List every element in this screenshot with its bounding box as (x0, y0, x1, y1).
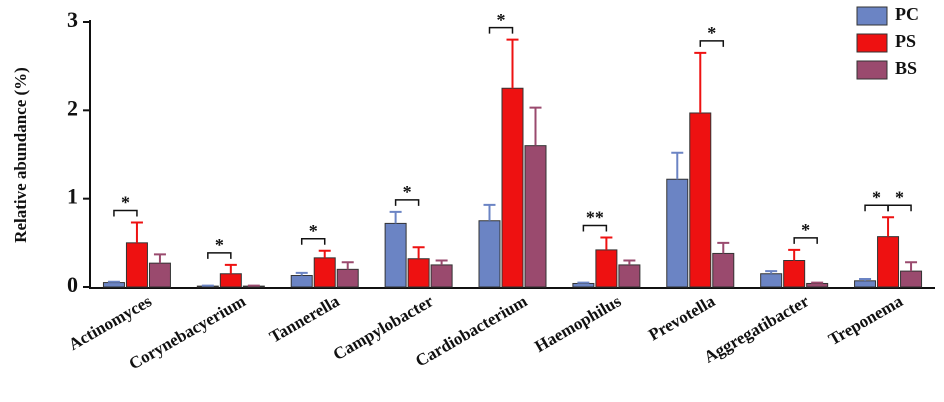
significance-bracket (699, 40, 725, 47)
bar (407, 258, 430, 288)
significance-label: * (872, 187, 881, 207)
significance-bracket (207, 252, 232, 259)
error-bar (506, 38, 519, 89)
bar (666, 178, 689, 288)
significance-label: * (121, 193, 130, 213)
significance-label: * (215, 235, 224, 255)
bar (125, 242, 148, 288)
x-tick-label: Actinomyces (65, 291, 155, 354)
error-bar (717, 241, 730, 254)
error-bar (905, 261, 918, 272)
significance-bracket (488, 26, 514, 34)
error-bar (623, 259, 636, 265)
error-bar (107, 280, 120, 283)
significance-bracket (394, 199, 420, 206)
error-bar (341, 261, 354, 270)
significance-label: ** (586, 208, 604, 228)
y-tick-label: 1 (67, 184, 78, 209)
error-bar (577, 281, 590, 284)
error-bar (529, 106, 542, 146)
bar (501, 87, 524, 288)
y-tick-label: 0 (67, 272, 78, 297)
x-tick-label: Aggregatibacter (701, 291, 813, 367)
significance-bracket (887, 204, 912, 212)
bar (712, 252, 735, 288)
bar (877, 236, 900, 288)
error-bar (811, 281, 824, 284)
bar (430, 264, 453, 288)
error-bar (694, 51, 707, 113)
legend-label: PS (895, 31, 916, 51)
legend-swatch (856, 60, 888, 80)
bar (689, 112, 712, 288)
y-axis-label: Relative abundance (%) (11, 67, 30, 243)
significance-label: * (403, 182, 412, 202)
error-bar (435, 259, 448, 265)
significance-label: * (895, 187, 904, 207)
bar (595, 249, 618, 288)
legend-swatch (856, 6, 888, 26)
error-bar (224, 263, 237, 274)
significance-label: * (707, 23, 716, 43)
bar (806, 282, 829, 288)
error-bar (483, 203, 496, 221)
error-bar (859, 278, 872, 281)
bar (336, 268, 359, 288)
error-bar (765, 270, 778, 274)
bar (384, 222, 407, 288)
bar (102, 282, 125, 288)
x-tick-label: Treponema (825, 291, 906, 349)
significance-label: * (497, 10, 506, 30)
bar (572, 282, 595, 288)
y-tick-label: 3 (67, 7, 78, 32)
error-bar (130, 221, 143, 243)
error-bar (671, 151, 684, 180)
bar (760, 273, 783, 288)
error-bar (882, 216, 895, 237)
bar (290, 275, 313, 288)
error-bar (600, 236, 613, 250)
bar (478, 220, 501, 288)
error-bar (389, 210, 402, 224)
legend-label: PC (895, 4, 919, 24)
significance-label: * (309, 221, 318, 241)
x-tick-label: Prevotella (645, 291, 718, 344)
bar (900, 270, 923, 288)
error-bar (412, 246, 425, 259)
y-tick-label: 2 (67, 95, 78, 120)
error-bar (295, 271, 308, 276)
bar (219, 273, 242, 288)
bar (313, 257, 336, 288)
bar (854, 280, 877, 288)
x-tick-label: Haemophilus (531, 291, 624, 356)
significance-bracket (582, 224, 608, 232)
error-bar (788, 248, 801, 261)
legend-label: BS (895, 58, 917, 78)
bar (618, 264, 641, 288)
bar (783, 260, 806, 288)
error-bar (153, 253, 166, 264)
bar (524, 145, 547, 288)
bar (148, 262, 171, 288)
significance-bracket (793, 237, 818, 244)
error-bar (318, 249, 331, 258)
significance-label: * (801, 220, 810, 240)
x-tick-label: Tannerella (266, 291, 343, 346)
significance-bracket (113, 209, 138, 217)
legend-swatch (856, 33, 888, 53)
significance-bracket (300, 238, 326, 245)
